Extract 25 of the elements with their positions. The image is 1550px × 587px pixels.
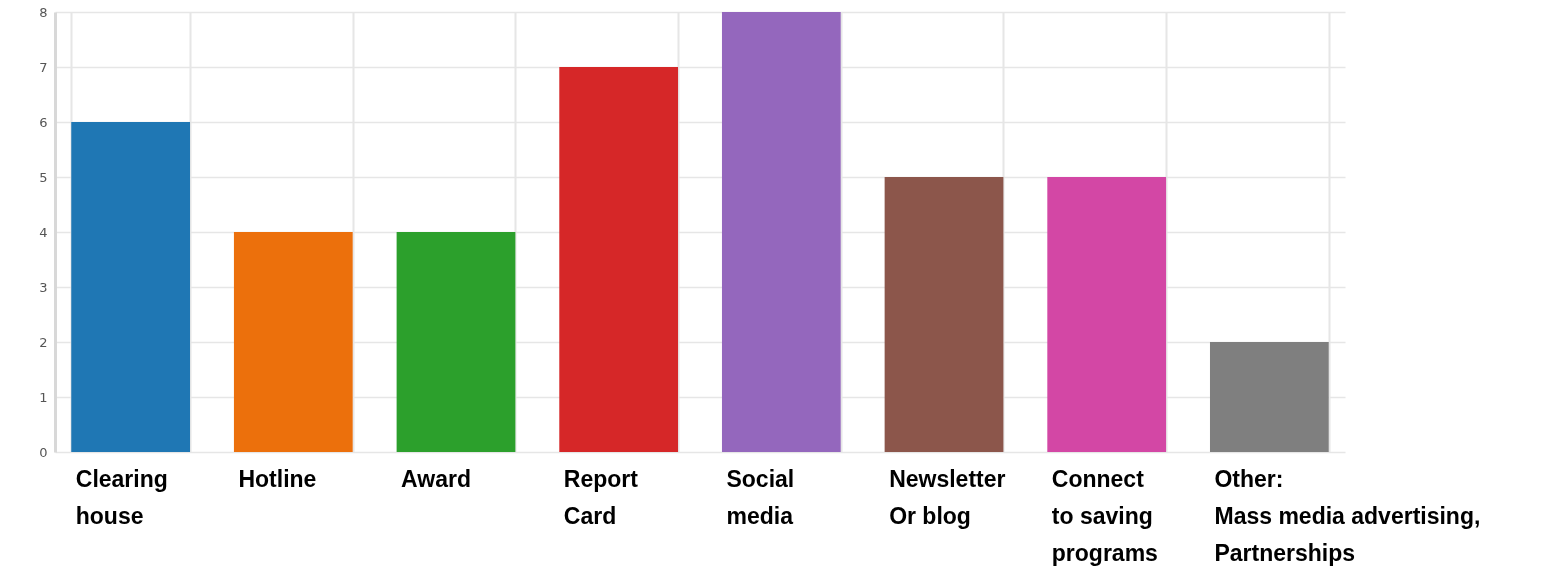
bar bbox=[396, 232, 516, 452]
y-tick-label: 5 bbox=[39, 169, 48, 185]
x-tick-label: Connect to saving programs bbox=[1051, 465, 1158, 566]
bar bbox=[1209, 342, 1329, 452]
y-tick-label: 1 bbox=[39, 389, 48, 405]
x-tick-label: Social media bbox=[726, 465, 795, 529]
y-tick-label: 7 bbox=[39, 59, 48, 75]
bar bbox=[233, 232, 353, 452]
x-tick-label: Hotline bbox=[238, 465, 317, 492]
y-tick-label: 8 bbox=[39, 4, 48, 20]
x-tick-label: Report Card bbox=[563, 465, 639, 529]
x-tick-label: Other: Mass media advertising, Partnerships bbox=[1214, 465, 1481, 566]
bar bbox=[721, 12, 841, 452]
bar bbox=[1047, 177, 1167, 452]
bar bbox=[559, 67, 679, 452]
x-tick-label: Clearing house bbox=[75, 465, 168, 529]
bar bbox=[71, 122, 191, 452]
x-tick-label: Newsletter Or blog bbox=[889, 465, 1006, 529]
y-tick-label: 3 bbox=[39, 279, 48, 295]
y-tick-label: 2 bbox=[39, 334, 48, 350]
y-tick-label: 4 bbox=[39, 224, 48, 240]
y-tick-label: 6 bbox=[39, 114, 48, 130]
x-tick-label: Award bbox=[401, 465, 471, 492]
y-tick-label: 0 bbox=[39, 444, 48, 460]
bar bbox=[884, 177, 1004, 452]
